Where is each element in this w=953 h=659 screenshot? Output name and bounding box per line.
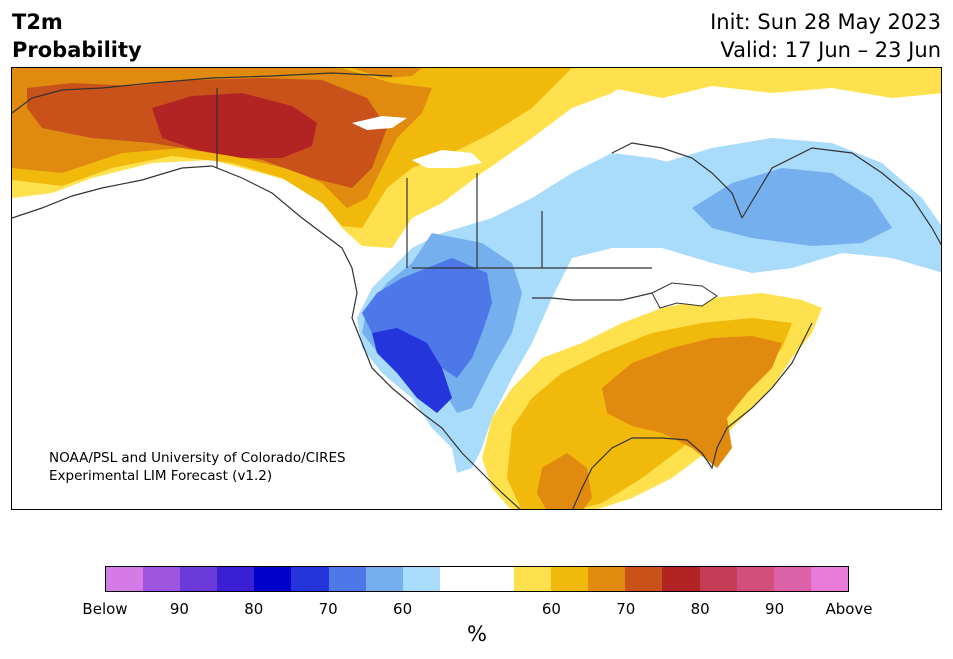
colorbar-segment	[736, 567, 774, 591]
great-slave-lake	[352, 116, 407, 130]
colorbar-segment	[773, 567, 811, 591]
colorbar-segment	[662, 567, 700, 591]
above-region-southeast-65	[602, 336, 782, 468]
colorbar-segment	[810, 567, 848, 591]
colorbar-segment	[402, 567, 440, 591]
init-date: Init: Sun 28 May 2023	[710, 10, 941, 34]
coastlines	[12, 72, 941, 509]
forecast-dates: Init: Sun 28 May 2023 Valid: 17 Jun – 23…	[710, 8, 941, 64]
colorbar-segment	[476, 567, 515, 591]
below-region-east-65	[692, 168, 892, 246]
colorbar-segment	[439, 567, 477, 591]
colorbar-tick-label: 60	[541, 600, 561, 618]
great-lakes	[651, 282, 718, 309]
credit-line-2: Experimental LIM Forecast (v1.2)	[49, 468, 273, 484]
colorbar-segment	[551, 567, 589, 591]
colorbar-tick-label: Above	[825, 600, 873, 618]
below-region-central-75	[372, 328, 452, 413]
colorbar-segment	[106, 567, 144, 591]
great-bear-lake	[412, 150, 482, 168]
map-svg	[12, 68, 941, 509]
colorbar-tick-label: 90	[169, 600, 189, 618]
colorbar-segment	[217, 567, 255, 591]
colorbar-segment	[365, 567, 403, 591]
below-region-central-70	[362, 258, 492, 378]
colorbar-segment	[143, 567, 181, 591]
credit-line-1: NOAA/PSL and University of Colorado/CIRE…	[49, 450, 346, 466]
colorbar-segment	[328, 567, 366, 591]
colorbar-tick-label: 60	[393, 600, 413, 618]
colorbar-tick-label: Below	[82, 600, 128, 618]
map-title: T2m Probability	[12, 8, 142, 64]
above-region-arctic-65	[352, 68, 422, 78]
colorbar-unit: %	[467, 622, 487, 646]
probability-colorbar	[105, 566, 849, 592]
above-region-northwest-75	[152, 93, 317, 158]
variable-label: T2m	[12, 10, 63, 34]
forecast-map	[11, 67, 942, 510]
colorbar-segment	[291, 567, 329, 591]
above-region-southeast-gulf	[537, 453, 592, 509]
valid-date: Valid: 17 Jun – 23 Jun	[720, 38, 941, 62]
colorbar-tick-label: 90	[765, 600, 785, 618]
subtitle-label: Probability	[12, 38, 142, 62]
colorbar-segment	[699, 567, 737, 591]
colorbar-segment	[588, 567, 626, 591]
colorbar-segment	[180, 567, 218, 591]
credit-text: NOAA/PSL and University of Colorado/CIRE…	[49, 449, 346, 485]
colorbar-segment	[625, 567, 663, 591]
above-region-arctic	[572, 68, 941, 98]
colorbar-tick-label: 70	[318, 600, 338, 618]
colorbar-tick-label: 80	[244, 600, 264, 618]
colorbar-segment	[254, 567, 292, 591]
colorbar-tick-label: 70	[616, 600, 636, 618]
colorbar-segment	[514, 567, 552, 591]
colorbar-tick-label: 80	[690, 600, 710, 618]
